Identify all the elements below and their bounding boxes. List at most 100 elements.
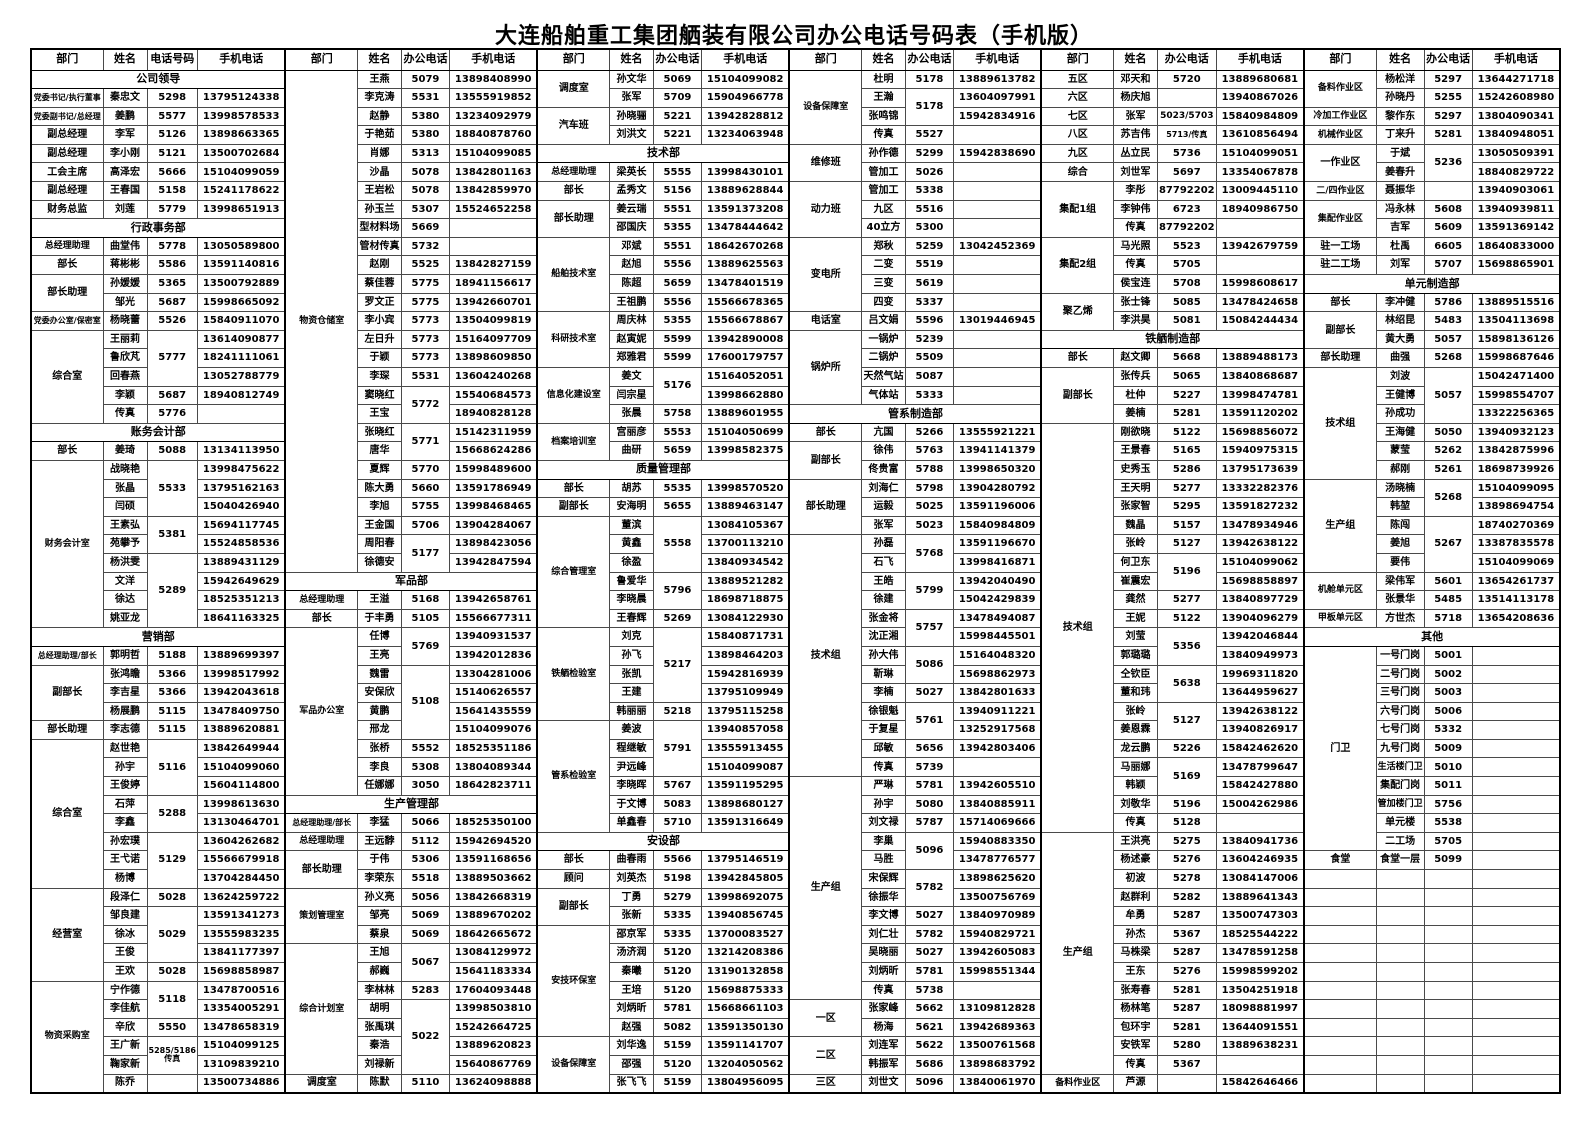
cell: 13504251918 xyxy=(1215,980,1305,1001)
cell xyxy=(952,980,1042,1001)
table-row: 部长助理 孙媛媛 5365 13500792889 xyxy=(30,274,286,313)
cell: 13591196670 xyxy=(952,534,1042,554)
cell: 张禹琪 xyxy=(356,1017,402,1038)
cell: 部长助理 xyxy=(788,478,862,536)
table-row: 总经理助理/部长 李猛 5066 18525350100 xyxy=(284,813,538,833)
cell: 13614090877 xyxy=(196,329,286,350)
cell: 王岩松 xyxy=(356,181,402,201)
cell: 13500756769 xyxy=(952,887,1042,908)
table-row xyxy=(1303,887,1561,908)
cell: 15042471400 xyxy=(1471,367,1561,387)
cell: 13354067878 xyxy=(1215,162,1305,183)
cell xyxy=(1423,1017,1473,1038)
cell: 5787 xyxy=(904,813,954,833)
cell: 崔震宏 xyxy=(1112,571,1158,592)
cell: 5026 xyxy=(904,162,954,183)
cell: 15668661103 xyxy=(700,999,790,1019)
table-row: 沙晶 5078 13842801163 xyxy=(285,162,538,183)
cell xyxy=(952,125,1042,145)
cell: 15566677311 xyxy=(448,608,538,629)
group-table-4: 部门 姓名 办公电话 手机电话 设备保障室 杜明 5178 13889613782 王瀚 5178… xyxy=(788,48,1043,1094)
table-row: 蔡泉 5069 18642665672 xyxy=(285,924,538,945)
cell: 一锅炉 xyxy=(860,329,906,350)
cell: 辛欣 xyxy=(102,1017,148,1038)
cell: 孙晓丹 xyxy=(1375,88,1425,108)
table-row xyxy=(1303,1036,1561,1056)
cell: 蒙莹 xyxy=(1375,441,1425,461)
cell: 13478409750 xyxy=(196,701,286,722)
table-row: 刘炳昕 5781 15998551344 xyxy=(789,962,1042,982)
cell: 5307 xyxy=(400,199,450,220)
cell xyxy=(1423,924,1473,945)
table-row: 曲研 5659 13998582375 xyxy=(537,441,790,461)
cell: 18525351213 xyxy=(196,590,286,610)
cell: 孙文华 xyxy=(608,69,654,90)
cell: 于丰勇 xyxy=(356,608,402,629)
cell: 刘海仁 xyxy=(860,478,906,499)
cell: 13940939811 xyxy=(1471,199,1561,220)
cell: 王海健 xyxy=(1375,422,1425,443)
cell: 赵强 xyxy=(608,1017,654,1038)
cell: 13478700516 xyxy=(196,980,286,1001)
cell: 部长助理 xyxy=(284,850,358,889)
cell: 13898683792 xyxy=(952,1054,1042,1075)
table-row: 其他 xyxy=(1303,627,1561,647)
table-row: 杨洪雯 5289 13889431129 xyxy=(31,552,286,629)
cell: 黄鹏 xyxy=(356,701,402,722)
cell: 刘克 xyxy=(608,627,654,647)
cell: 18642823711 xyxy=(448,776,538,796)
table-row: 电话室 吕文娟 5596 13019446945 xyxy=(788,311,1042,331)
cell: 15104099069 xyxy=(1471,552,1561,573)
cell: 5081 xyxy=(1156,311,1217,331)
cell: 15842462620 xyxy=(1215,738,1305,759)
cell: 13555921221 xyxy=(952,422,1042,443)
cell: 徐银魁 xyxy=(860,701,906,722)
table-row: 张军 5023 15840984809 xyxy=(789,515,1042,536)
cell: 13084147006 xyxy=(1215,869,1305,889)
cell: 5782 xyxy=(904,924,954,945)
cell: 13889601955 xyxy=(700,404,790,424)
cell: 徐盈 xyxy=(608,552,654,573)
table-row: 传真 5776 xyxy=(31,404,286,424)
cell: 5010 xyxy=(1423,757,1473,778)
cell: 13804956095 xyxy=(700,1073,790,1094)
cell: 13842649944 xyxy=(196,738,286,759)
table-row: 生产组 汤晓楠 5268 15104099095 xyxy=(1303,478,1561,573)
cell: 门卫 xyxy=(1303,645,1377,852)
cell xyxy=(1471,1054,1561,1075)
cell: 5168 xyxy=(400,590,450,610)
cell: 5755 xyxy=(400,497,450,517)
cell: 二变 xyxy=(860,255,906,276)
cell: 13889620881 xyxy=(196,720,286,740)
cell: 王燕 xyxy=(356,69,402,90)
cell: 13840948051 xyxy=(1471,125,1561,145)
cell: 5356 xyxy=(1156,627,1217,666)
cell: 13478799647 xyxy=(1215,757,1305,778)
cell: 徐德安 xyxy=(356,552,402,573)
table-row: 张飞飞 5159 13804956095 xyxy=(537,1073,790,1094)
table-row: 调度室 孙文华 5069 15104099082 xyxy=(536,69,790,108)
cell: 13889503662 xyxy=(448,869,538,889)
cell: 5115 xyxy=(146,701,198,722)
cell: 三号门岗 xyxy=(1375,683,1425,703)
cell: 部长 xyxy=(536,181,610,201)
cell: 5551 xyxy=(652,236,702,257)
table-row: 韩振军 5686 13898683792 xyxy=(789,1054,1042,1075)
cell: 副总经理 xyxy=(30,181,104,201)
cell xyxy=(1471,1073,1561,1094)
table-row: 王俊婷 15604114800 xyxy=(31,776,286,796)
cell: 王丽莉 xyxy=(102,329,148,350)
cell: 5558 xyxy=(652,515,702,573)
cell xyxy=(1423,1036,1473,1056)
cell: 安保欣 xyxy=(356,683,402,703)
cell: 杨博 xyxy=(102,869,148,889)
cell xyxy=(952,348,1042,368)
cell: 13084105367 xyxy=(700,515,790,536)
cell: 孙玉兰 xyxy=(356,199,402,220)
cell: 13604240268 xyxy=(448,367,538,387)
table-row: 汤济润 5120 13214208386 xyxy=(537,943,790,963)
cell xyxy=(1471,813,1561,833)
cell: 13898680127 xyxy=(700,794,790,815)
cell: 18698718875 xyxy=(700,590,790,610)
cell: 驻一工场 xyxy=(1303,236,1377,257)
